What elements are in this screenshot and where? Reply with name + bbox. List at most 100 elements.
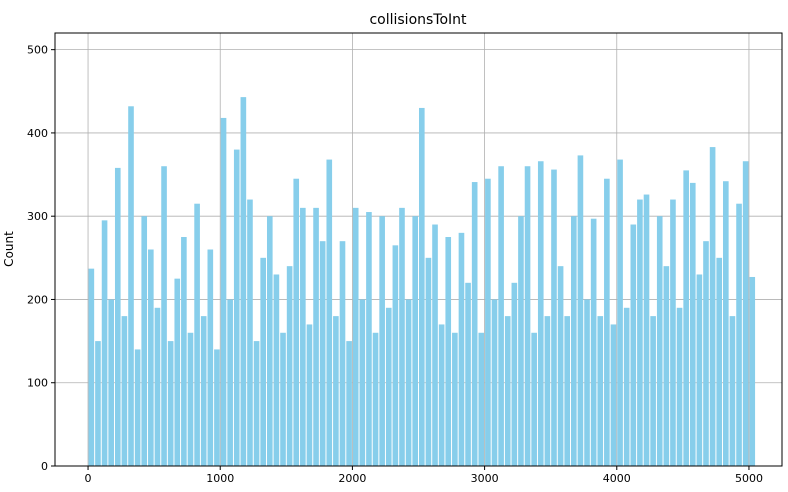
histogram-bar: [300, 207, 306, 466]
histogram-bar: [200, 316, 207, 466]
histogram-bar: [676, 307, 683, 466]
x-tick-label: 0: [85, 472, 92, 485]
histogram-bar: [108, 299, 114, 466]
histogram-bar: [604, 178, 610, 466]
x-tick-label: 3000: [471, 472, 499, 485]
histogram-bar: [425, 257, 432, 466]
histogram-bar: [643, 194, 650, 467]
x-tick-label: 4000: [603, 472, 631, 485]
chart-title: collisionsToInt: [369, 12, 467, 28]
histogram-bar: [531, 332, 537, 466]
histogram-bar: [187, 332, 194, 466]
histogram-bar: [723, 181, 729, 466]
histogram-bar: [114, 167, 121, 466]
histogram-bar: [405, 299, 412, 466]
histogram-bar: [372, 332, 379, 466]
histogram-bar: [352, 207, 359, 466]
y-axis-ticks: 0 100 200 300 400 500: [27, 44, 55, 473]
histogram-bar: [366, 212, 372, 466]
histogram-bar: [557, 266, 564, 466]
y-tick-label: 500: [27, 44, 48, 57]
histogram-bar: [253, 341, 260, 466]
histogram-bar: [716, 257, 723, 466]
histogram-bar: [260, 257, 266, 466]
histogram-bar: [95, 341, 101, 466]
histogram-bar: [167, 341, 174, 466]
histogram-bar: [670, 199, 676, 467]
histogram-bar: [207, 249, 214, 466]
histogram-bar: [458, 232, 465, 466]
histogram-bar: [656, 216, 663, 466]
histogram-bar: [240, 97, 247, 466]
y-tick-label: 200: [27, 293, 48, 306]
histogram-bar: [174, 278, 181, 466]
histogram-bar: [465, 282, 471, 466]
histogram-bar: [399, 207, 405, 466]
histogram-bar: [650, 316, 656, 466]
histogram-bar: [379, 216, 385, 466]
histogram-bar: [696, 274, 703, 466]
histogram-bar: [194, 203, 200, 467]
histogram-bar: [742, 161, 749, 466]
histogram-bar: [683, 170, 689, 466]
histogram-bar: [418, 107, 425, 466]
histogram-bar: [181, 237, 187, 466]
histogram-bar: [524, 166, 531, 466]
histogram-bar: [617, 159, 623, 467]
histogram-bar: [518, 216, 524, 466]
histogram-bar: [148, 249, 154, 466]
x-tick-label: 2000: [338, 472, 366, 485]
histogram-bar: [293, 178, 300, 466]
histogram-bar: [333, 316, 339, 466]
histogram-bar: [432, 224, 438, 466]
histogram-bar: [128, 106, 134, 467]
y-tick-label: 0: [41, 460, 48, 473]
histogram-bar: [485, 178, 491, 466]
histogram-bar: [729, 316, 736, 466]
histogram-bar: [280, 332, 286, 466]
y-tick-label: 300: [27, 210, 48, 223]
histogram-bar: [214, 349, 220, 466]
histogram-bar: [319, 241, 326, 466]
histogram-bar: [306, 324, 313, 466]
histogram-bar: [511, 282, 518, 466]
histogram-bar: [637, 199, 643, 467]
histogram-bar: [227, 299, 233, 466]
histogram-bar: [544, 316, 551, 466]
histogram-bar: [445, 237, 452, 466]
histogram-bar: [385, 307, 392, 466]
histogram-bar: [154, 307, 161, 466]
histogram-bar: [478, 332, 485, 466]
bars-group: [88, 97, 756, 467]
histogram-bar: [326, 159, 333, 467]
histogram-bar: [584, 299, 590, 466]
histogram-bar: [339, 241, 346, 466]
histogram-bar: [709, 147, 716, 466]
histogram-bar: [161, 166, 167, 466]
histogram-bar: [438, 324, 445, 466]
histogram-bar: [564, 316, 571, 466]
histogram-bar: [504, 316, 511, 466]
histogram-bar: [577, 155, 584, 466]
histogram-bar: [266, 216, 273, 466]
histogram-bar: [313, 207, 319, 466]
histogram-bar: [471, 182, 478, 466]
histogram-bar: [663, 266, 670, 466]
histogram-bar: [571, 216, 577, 466]
histogram-bar: [630, 224, 637, 466]
histogram-bar: [749, 276, 756, 466]
histogram-bar: [359, 299, 366, 466]
x-tick-label: 1000: [206, 472, 234, 485]
histogram-bar: [101, 220, 108, 466]
histogram-bar: [537, 161, 544, 466]
histogram-bar: [220, 117, 227, 466]
histogram-bar: [736, 203, 742, 467]
histogram-bar: [551, 169, 557, 467]
histogram-bar: [590, 218, 597, 466]
histogram-bar: [623, 307, 630, 466]
plot-frame: [54, 32, 783, 467]
histogram-bar: [247, 199, 253, 467]
histogram-bar: [412, 216, 419, 466]
histogram-bar: [610, 324, 617, 466]
